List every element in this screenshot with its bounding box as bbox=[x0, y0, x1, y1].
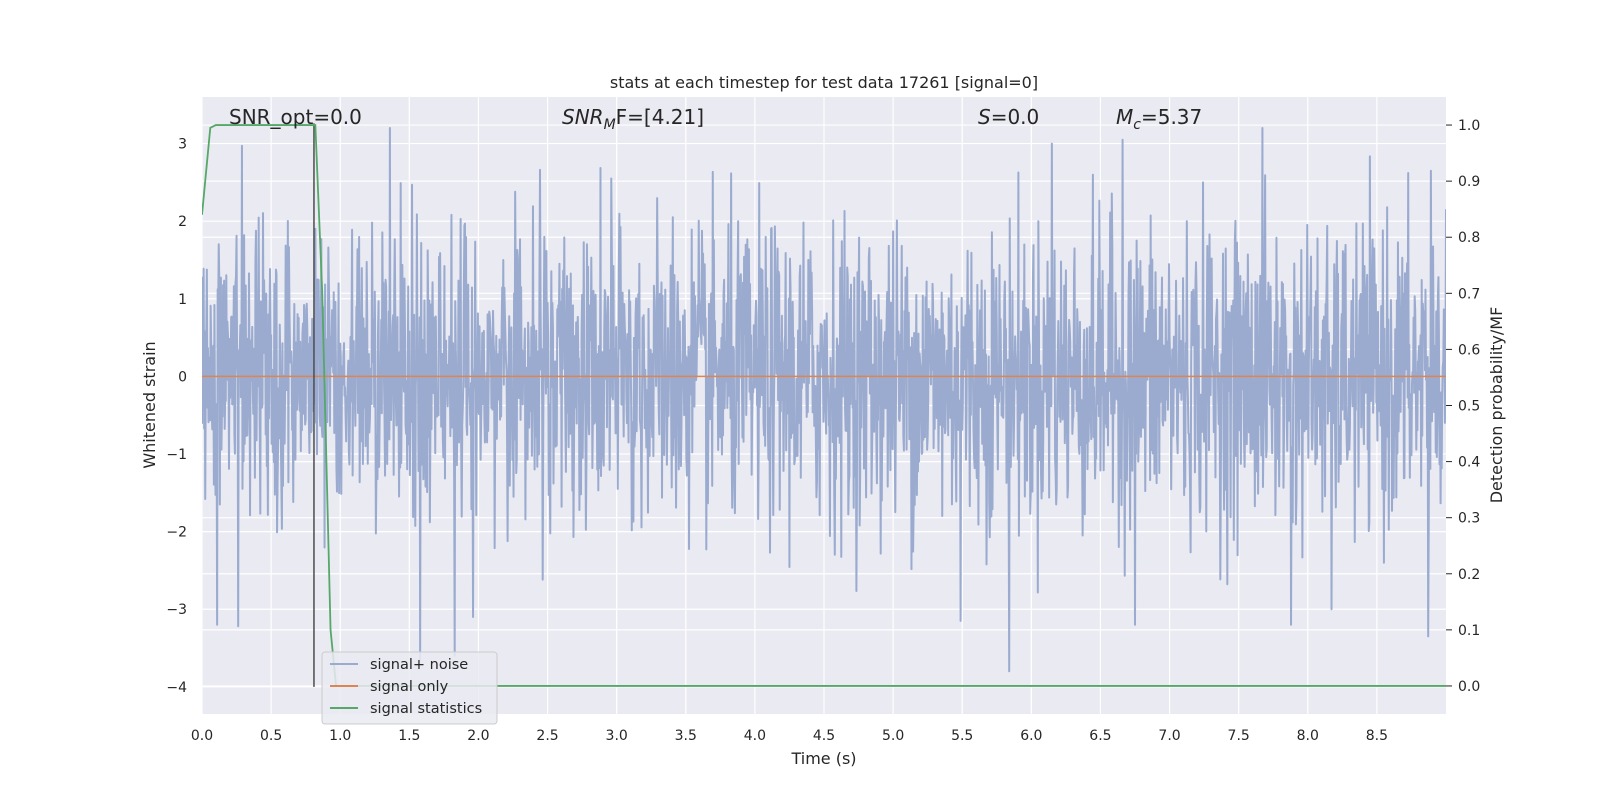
y2-tick-label: 0.8 bbox=[1458, 230, 1480, 246]
y-tick-label: 2 bbox=[178, 214, 187, 230]
annotation-snr-mf-subscript: M bbox=[604, 117, 616, 133]
chart-title: stats at each timestep for test data 172… bbox=[610, 73, 1038, 92]
x-tick-label: 8.0 bbox=[1297, 728, 1319, 744]
annotation-mc-value: =5.37 bbox=[1141, 105, 1202, 129]
x-tick-label: 4.0 bbox=[744, 728, 766, 744]
legend-label-signal-only: signal only bbox=[370, 679, 449, 695]
y2-tick-label: 0.0 bbox=[1458, 679, 1480, 695]
y-tick-label: 1 bbox=[178, 292, 187, 308]
legend-box bbox=[321, 651, 498, 725]
y2-tick-label: 0.5 bbox=[1458, 399, 1480, 415]
y2-tick-label: 0.1 bbox=[1458, 623, 1480, 639]
annotation-s-symbol: S bbox=[978, 105, 991, 129]
y2-tick-label: 0.9 bbox=[1458, 174, 1480, 190]
x-tick-label: 8.5 bbox=[1366, 728, 1388, 744]
x-axis-ticks: 0.0 0.5 1.0 1.5 2.0 2.5 3.0 3.5 4.0 4.5 5.0 5.5 6.0 6… bbox=[191, 728, 1388, 744]
x-tick-label: 2.5 bbox=[536, 728, 558, 744]
annotation-snr-mf-value: F=[4.21] bbox=[616, 105, 704, 129]
x-tick-label: 2.0 bbox=[467, 728, 489, 744]
y-tick-label: −4 bbox=[166, 680, 187, 696]
x-tick-label: 7.5 bbox=[1228, 728, 1250, 744]
x-tick-label: 3.5 bbox=[675, 728, 697, 744]
series-signal-plus-noise bbox=[202, 127, 1446, 673]
y2-tick-label: 0.4 bbox=[1458, 455, 1480, 471]
y2-tick-label: 0.7 bbox=[1458, 286, 1480, 302]
y-tick-label: −1 bbox=[166, 447, 187, 463]
y2-axis-ticks: 1.0 0.9 0.8 0.7 0.6 0.5 0.4 0.3 0.2 0.1 0.0 bbox=[1446, 118, 1480, 695]
x-tick-label: 4.5 bbox=[813, 728, 835, 744]
annotation-mc-subscript: c bbox=[1133, 117, 1141, 133]
y2-tick-label: 1.0 bbox=[1458, 118, 1480, 134]
x-tick-label: 5.0 bbox=[882, 728, 904, 744]
y2-tick-label: 0.6 bbox=[1458, 342, 1480, 358]
x-tick-label: 0.0 bbox=[191, 728, 213, 744]
annotation-s: S=0.0 bbox=[978, 105, 1039, 129]
annotation-mc-symbol: M bbox=[1116, 105, 1133, 129]
annotation-snr-mf: SNRMF=[4.21] bbox=[562, 105, 704, 133]
series-signal-statistics bbox=[202, 124, 1446, 687]
x-axis-title: Time (s) bbox=[790, 749, 856, 768]
legend-label-signal-plus-noise: signal+ noise bbox=[370, 657, 468, 673]
y-tick-label: 3 bbox=[178, 137, 187, 153]
legend: signal+ noise signal only signal statist… bbox=[321, 651, 498, 725]
y-axis-title: Whitened strain bbox=[140, 341, 159, 468]
x-tick-label: 6.5 bbox=[1089, 728, 1111, 744]
legend-label-signal-statistics: signal statistics bbox=[370, 701, 482, 717]
y-axis-ticks: 3 2 1 0 −1 −2 −3 −4 bbox=[166, 137, 187, 696]
annotation-snr-opt: SNR_opt=0.0 bbox=[229, 105, 362, 129]
y-tick-label: −2 bbox=[166, 525, 187, 541]
y-tick-label: 0 bbox=[178, 369, 187, 385]
annotation-s-value: =0.0 bbox=[991, 105, 1040, 129]
y2-tick-label: 0.3 bbox=[1458, 511, 1480, 527]
x-tick-label: 7.0 bbox=[1158, 728, 1180, 744]
x-tick-label: 1.5 bbox=[398, 728, 420, 744]
y2-axis-title: Detection probability/MF bbox=[1487, 307, 1506, 504]
x-tick-label: 6.0 bbox=[1020, 728, 1042, 744]
plot-area bbox=[202, 123, 1446, 687]
x-tick-label: 1.0 bbox=[329, 728, 351, 744]
y-tick-label: −3 bbox=[166, 602, 187, 618]
x-tick-label: 5.5 bbox=[951, 728, 973, 744]
annotation-snr-mf-symbol: SNR bbox=[562, 105, 604, 129]
x-tick-label: 0.5 bbox=[260, 728, 282, 744]
y2-tick-label: 0.2 bbox=[1458, 567, 1480, 583]
annotation-mc: Mc=5.37 bbox=[1116, 105, 1202, 133]
x-tick-label: 3.0 bbox=[606, 728, 628, 744]
